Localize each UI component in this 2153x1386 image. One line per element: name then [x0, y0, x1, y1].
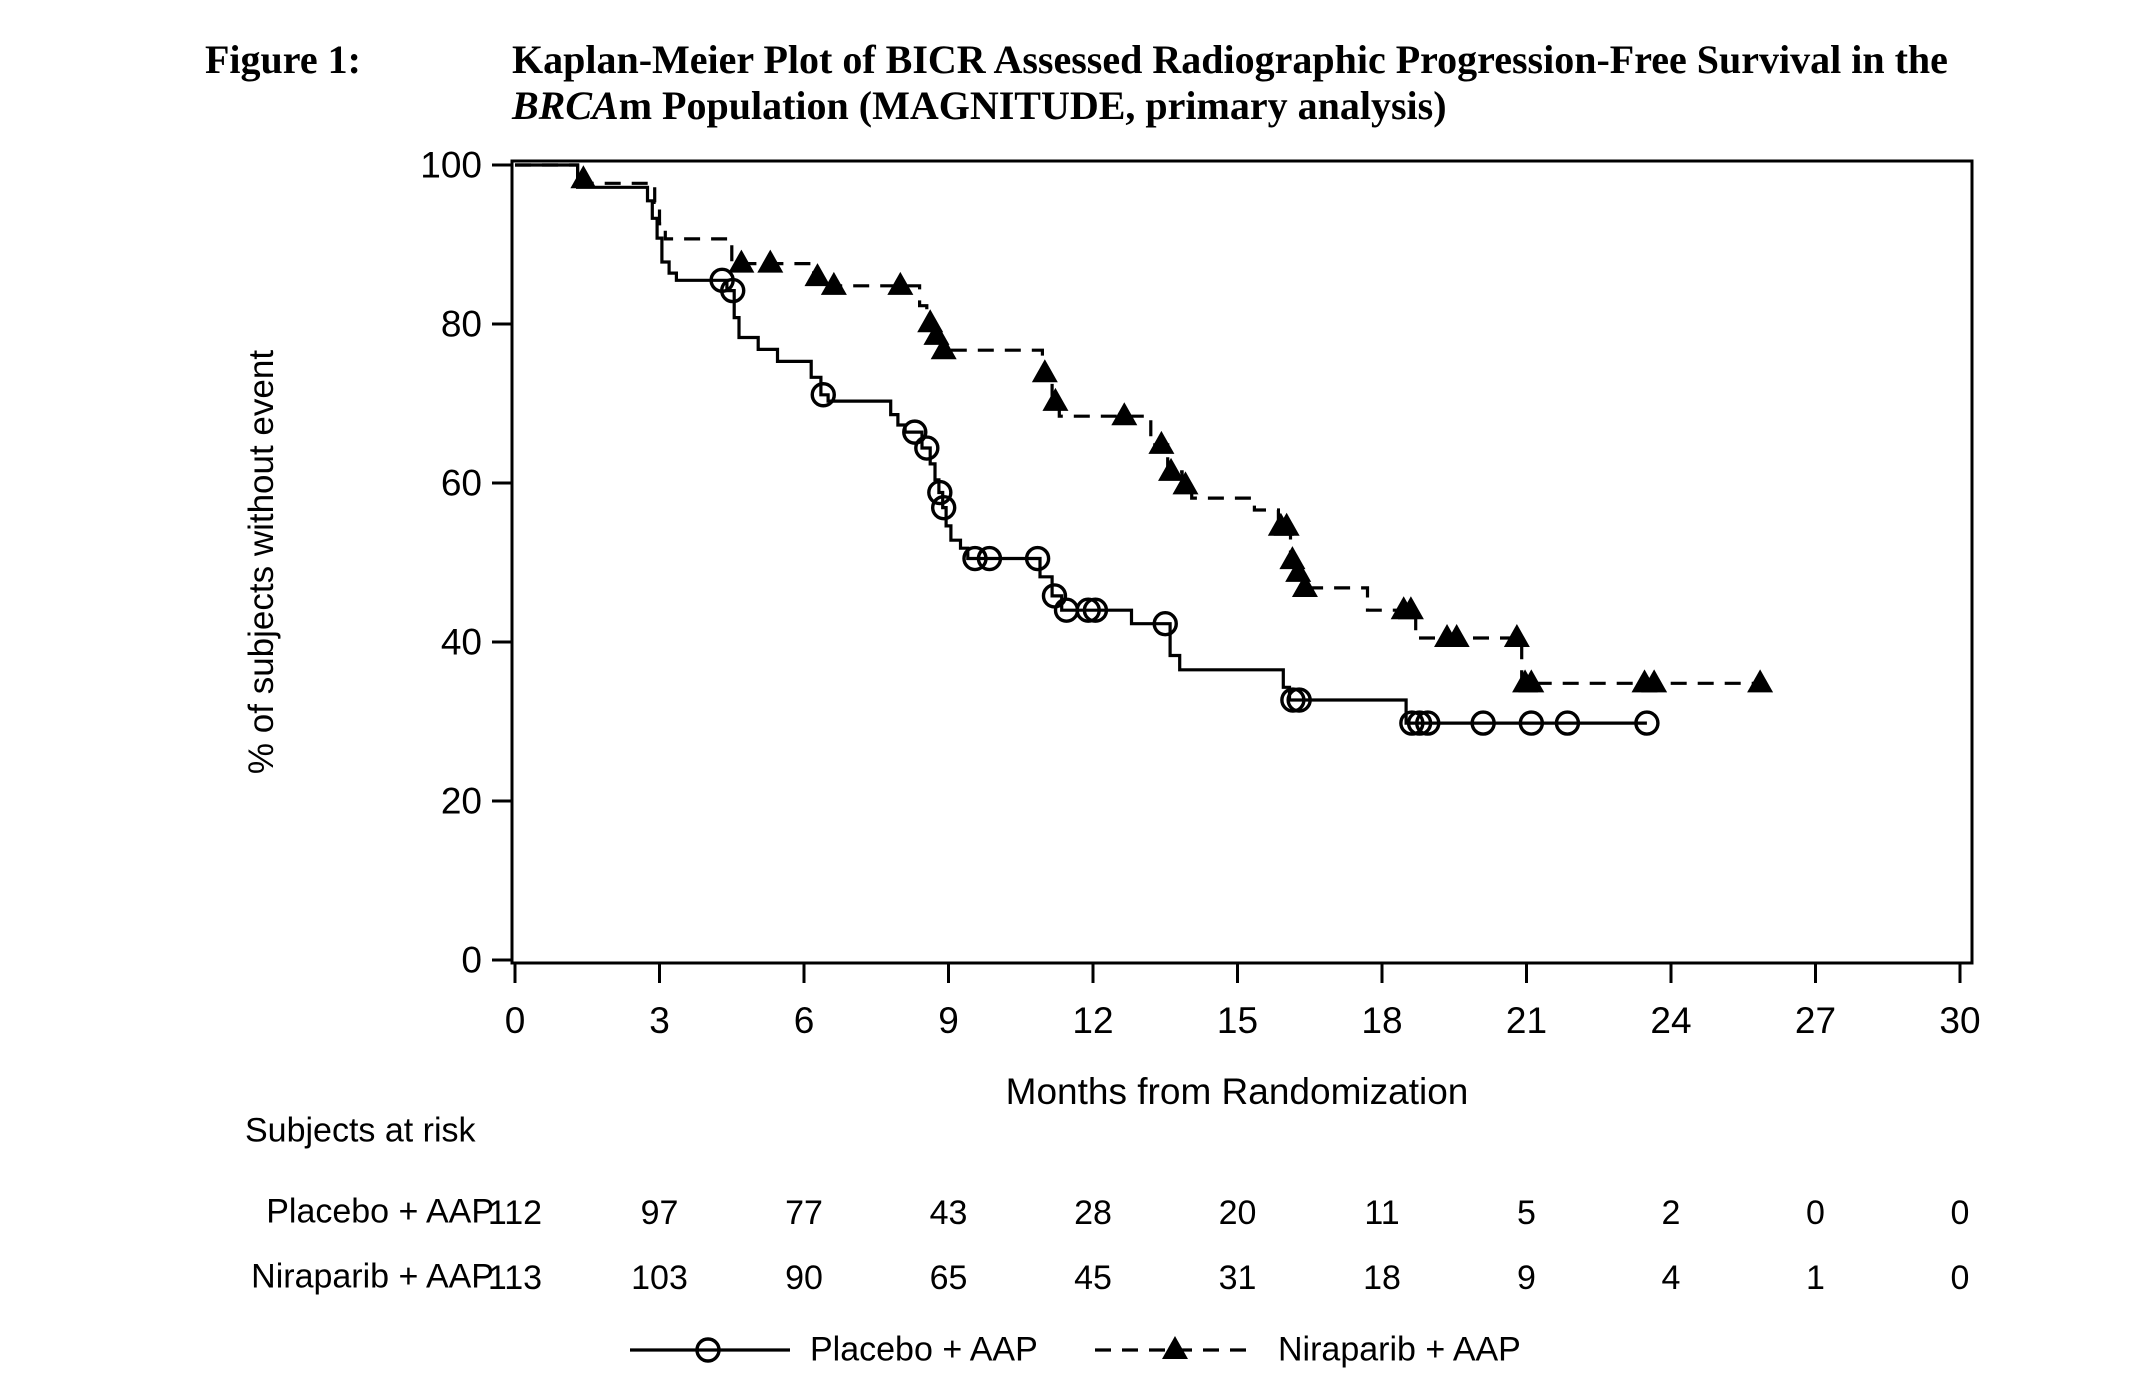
at-risk-count: 20 — [1219, 1194, 1257, 1232]
niraparib-censor-triangle-icon — [1503, 624, 1530, 648]
placebo-censor-circle-icon — [1470, 710, 1496, 736]
niraparib-censor-triangle-icon — [570, 165, 597, 189]
x-tick-label: 27 — [1795, 1000, 1836, 1041]
placebo-censor-circle-icon — [1024, 545, 1051, 572]
niraparib-censor-triangle-icon — [1273, 512, 1300, 536]
y-axis-title: % of subjects without event — [242, 349, 281, 775]
at-risk-count: 97 — [641, 1194, 679, 1232]
at-risk-count: 31 — [1219, 1259, 1257, 1297]
legend-niraparib-triangle-icon — [1162, 1336, 1188, 1359]
placebo-censor-circle-icon — [914, 435, 940, 461]
figure-title-gene: BRCA — [512, 83, 619, 128]
niraparib-censor-triangle-icon — [930, 336, 957, 360]
at-risk-row-label-niraparib: Niraparib + AAP — [251, 1257, 494, 1296]
figure-title-line2-rest: m Population (MAGNITUDE, primary analysi… — [618, 83, 1447, 128]
figure-label: Figure 1: — [205, 37, 361, 82]
x-tick-label: 6 — [794, 1000, 815, 1041]
at-risk-count: 9 — [1517, 1259, 1536, 1297]
niraparib-censor-triangle-icon — [728, 249, 755, 273]
legend-placebo-circle-icon — [695, 1337, 721, 1363]
niraparib-censor-triangle-icon — [1641, 669, 1668, 693]
at-risk-count: 0 — [1806, 1194, 1825, 1232]
at-risk-count: 5 — [1517, 1194, 1536, 1232]
x-tick-label: 12 — [1072, 1000, 1113, 1041]
at-risk-count: 77 — [785, 1194, 823, 1232]
niraparib-censor-triangle-icon — [1172, 471, 1199, 495]
niraparib-censor-triangle-icon — [804, 263, 831, 287]
at-risk-count: 0 — [1951, 1259, 1970, 1297]
placebo-censor-circle-icon — [720, 277, 746, 304]
x-tick-label: 15 — [1217, 1000, 1258, 1041]
x-tick-label: 18 — [1361, 1000, 1402, 1041]
x-tick-label: 3 — [649, 1000, 670, 1041]
placebo-censor-circle-icon — [1554, 710, 1581, 736]
subjects-at-risk-header: Subjects at risk — [245, 1111, 476, 1150]
at-risk-count: 1 — [1806, 1259, 1825, 1297]
niraparib-censor-triangle-icon — [1291, 573, 1318, 597]
at-risk-count: 11 — [1364, 1194, 1399, 1232]
y-tick-label: 0 — [461, 940, 482, 981]
at-risk-count: 103 — [631, 1259, 688, 1297]
placebo-censor-circle-icon — [1152, 611, 1178, 637]
x-axis-title: Months from Randomization — [1005, 1071, 1469, 1112]
placebo-censor-circle-icon — [976, 545, 1003, 572]
placebo-censor-circle-icon — [1286, 687, 1312, 713]
y-tick-label: 20 — [441, 781, 482, 822]
placebo-censor-circle-icon — [902, 419, 928, 445]
at-risk-count: 112 — [488, 1194, 542, 1232]
plot-box — [510, 159, 1974, 965]
at-risk-count: 90 — [785, 1259, 823, 1297]
placebo-curve — [515, 163, 1647, 725]
placebo-censor-circle-icon — [810, 382, 836, 408]
placebo-censor-circle-icon — [1415, 710, 1441, 736]
x-tick-label: 30 — [1939, 1000, 1980, 1041]
y-tick-label: 100 — [420, 145, 482, 186]
x-tick-label: 21 — [1506, 1000, 1547, 1041]
niraparib-curve — [515, 163, 1763, 685]
at-risk-count: 2 — [1662, 1194, 1681, 1232]
placebo-censor-circle-icon — [1518, 710, 1545, 736]
at-risk-count: 18 — [1363, 1259, 1401, 1297]
at-risk-count: 113 — [488, 1259, 542, 1297]
niraparib-censor-triangle-icon — [1397, 596, 1424, 620]
placebo-censor-circle-icon — [1082, 597, 1109, 623]
at-risk-count: 45 — [1074, 1259, 1112, 1297]
at-risk-count: 28 — [1074, 1194, 1112, 1232]
niraparib-censor-triangle-icon — [820, 271, 847, 295]
placebo-censor-circle-icon — [1075, 597, 1101, 623]
placebo-censor-circle-icon — [1406, 710, 1433, 736]
x-tick-label: 0 — [505, 1000, 526, 1041]
niraparib-censor-triangle-icon — [1148, 430, 1175, 454]
at-risk-row-label-placebo: Placebo + AAP — [266, 1192, 494, 1231]
niraparib-censor-triangle-icon — [1111, 402, 1138, 426]
y-tick-label: 40 — [441, 622, 482, 663]
niraparib-censor-triangle-icon — [1747, 669, 1774, 693]
at-risk-count: 65 — [930, 1259, 968, 1297]
at-risk-count: 43 — [930, 1194, 968, 1232]
legend-label-niraparib: Niraparib + AAP — [1278, 1330, 1521, 1369]
niraparib-censor-triangle-icon — [887, 271, 914, 295]
niraparib-censor-triangle-icon — [757, 249, 784, 273]
legend-label-placebo: Placebo + AAP — [810, 1330, 1038, 1369]
at-risk-count: 0 — [1951, 1194, 1970, 1232]
placebo-censor-circle-icon — [930, 494, 957, 521]
figure-title-line1: Kaplan-Meier Plot of BICR Assessed Radio… — [512, 37, 1948, 82]
x-tick-label: 24 — [1650, 1000, 1691, 1041]
y-tick-label: 80 — [441, 304, 482, 345]
niraparib-censor-triangle-icon — [1518, 669, 1545, 693]
placebo-censor-circle-icon — [927, 479, 953, 506]
niraparib-censor-triangle-icon — [1042, 387, 1069, 411]
niraparib-censor-triangle-icon — [1031, 359, 1058, 383]
x-tick-label: 9 — [938, 1000, 959, 1041]
figure-title-line2: BRCAm Population (MAGNITUDE, primary ana… — [512, 82, 1447, 129]
placebo-censor-circle-icon — [962, 545, 988, 572]
at-risk-count: 4 — [1662, 1259, 1681, 1297]
y-tick-label: 60 — [441, 463, 482, 504]
placebo-censor-circle-icon — [1399, 710, 1425, 736]
niraparib-censor-triangle-icon — [1158, 457, 1185, 481]
niraparib-censor-triangle-icon — [1443, 624, 1470, 648]
placebo-censor-circle-icon — [1634, 710, 1660, 736]
